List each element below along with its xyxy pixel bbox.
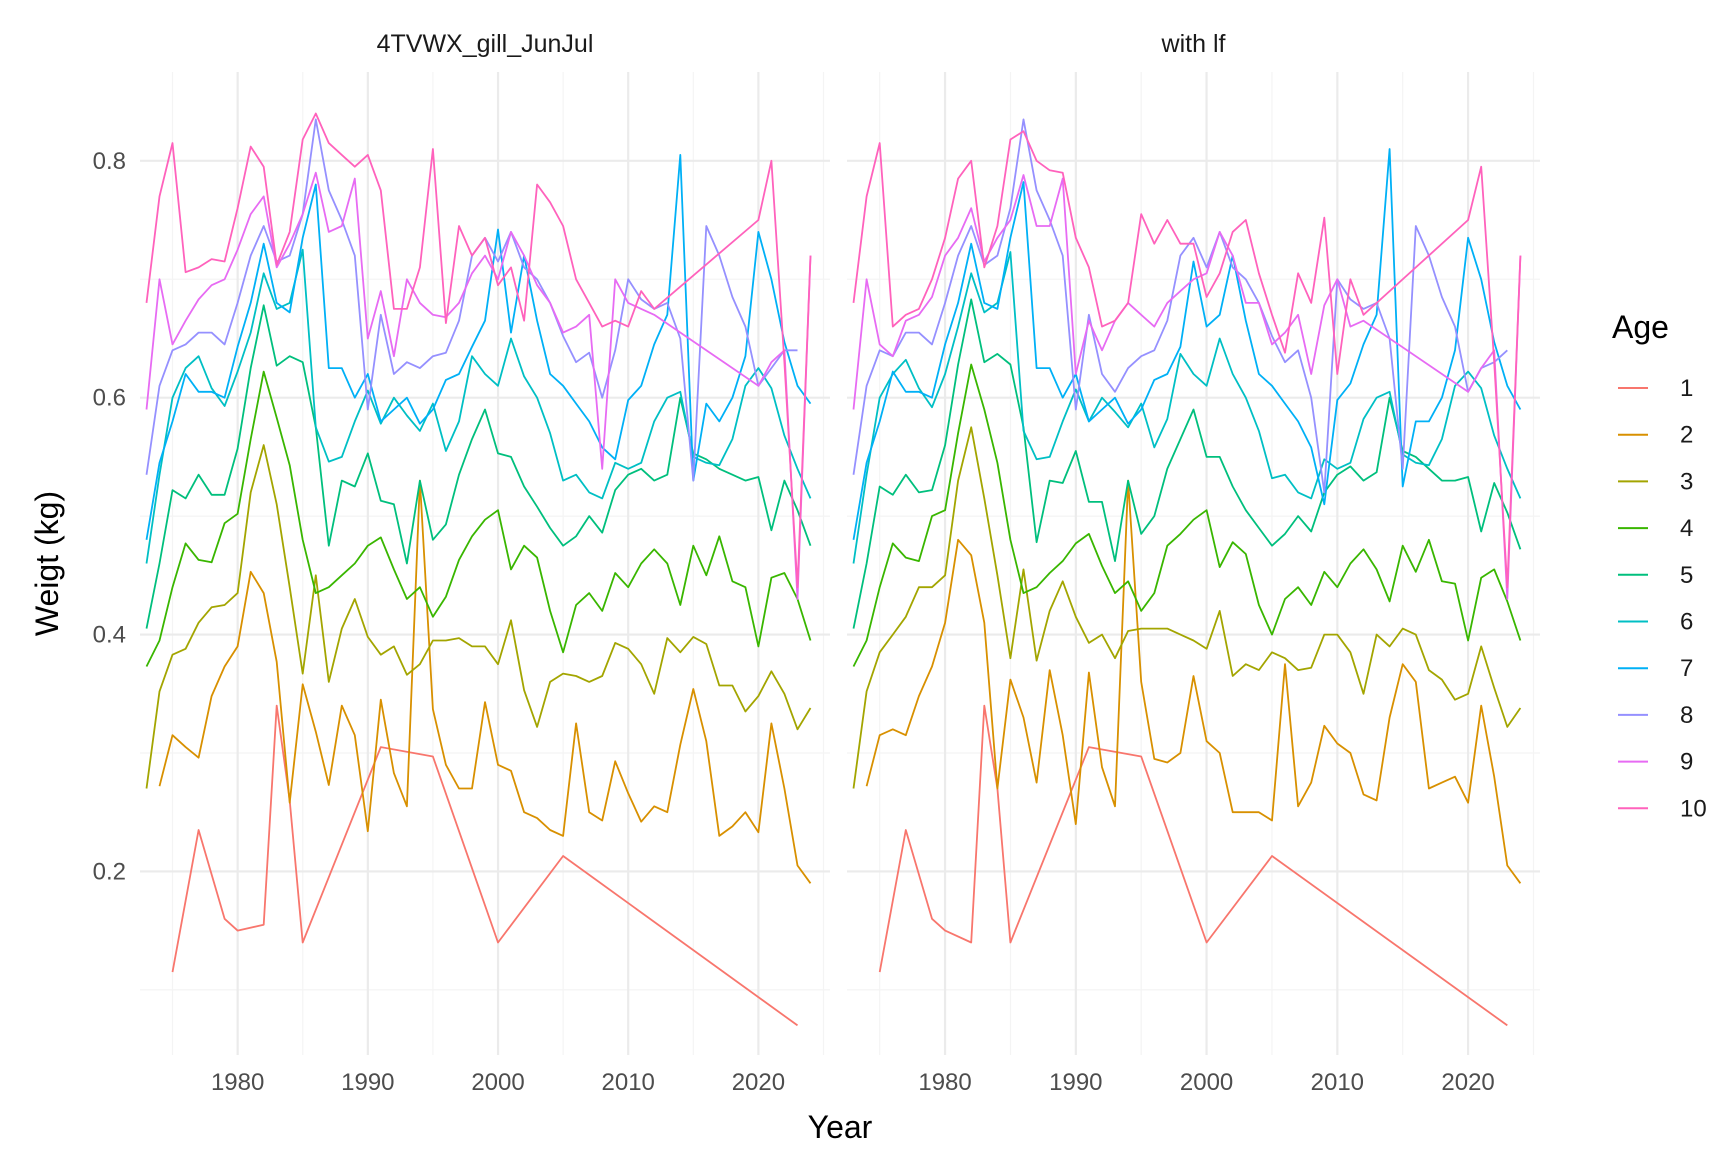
series-line-age-5 bbox=[145, 304, 812, 629]
x-tick-label: 1980 bbox=[918, 1069, 971, 1096]
series-line-age-10 bbox=[852, 130, 1522, 589]
legend-label-age-10: 10 bbox=[1680, 795, 1707, 822]
y-tick-label: 0.4 bbox=[93, 622, 126, 649]
series-line-age-6 bbox=[852, 251, 1522, 564]
legend-label-age-6: 6 bbox=[1680, 609, 1693, 636]
legend-label-age-7: 7 bbox=[1680, 655, 1693, 682]
x-tick-label: 2020 bbox=[1441, 1069, 1494, 1096]
x-tick-label: 2010 bbox=[602, 1069, 655, 1096]
series-line-age-4 bbox=[852, 363, 1522, 667]
y-axis-title: Weigt (kg) bbox=[29, 491, 65, 636]
x-tick-label: 1980 bbox=[211, 1069, 264, 1096]
legend-label-age-8: 8 bbox=[1680, 702, 1693, 729]
series-line-age-9 bbox=[852, 174, 1522, 600]
legend-title: Age bbox=[1612, 309, 1669, 345]
y-tick-label: 0.2 bbox=[93, 858, 126, 885]
x-tick-label: 2000 bbox=[471, 1069, 524, 1096]
legend-label-age-3: 3 bbox=[1680, 468, 1693, 495]
series-line-age-2 bbox=[158, 479, 812, 884]
x-tick-label: 1990 bbox=[1049, 1069, 1102, 1096]
series-line-age-3 bbox=[145, 444, 812, 789]
x-axis-title: Year bbox=[808, 1109, 873, 1145]
series-line-age-7 bbox=[852, 148, 1522, 540]
panel-2: with lf 1980 1990 2000 2010 2020 bbox=[847, 30, 1540, 1096]
x-tick-label: 1990 bbox=[341, 1069, 394, 1096]
y-tick-label: 0.8 bbox=[93, 148, 126, 175]
panel-1: 4TVWX_gill_JunJul 1980 1990 2000 2010 2020 0.2… bbox=[93, 30, 830, 1096]
series-line-age-4 bbox=[145, 370, 812, 667]
series-line-age-8 bbox=[852, 118, 1508, 494]
legend-label-age-5: 5 bbox=[1680, 562, 1693, 589]
x-tick-label: 2010 bbox=[1311, 1069, 1364, 1096]
legend: Age 1 2 3 4 5 6 7 8 9 10 bbox=[1612, 309, 1707, 822]
series-line-age-3 bbox=[852, 426, 1522, 789]
series-line-age-7 bbox=[145, 153, 812, 540]
panel-title: with lf bbox=[1161, 30, 1226, 58]
series-line-age-10 bbox=[145, 112, 812, 589]
series-line-age-6 bbox=[145, 248, 812, 564]
legend-label-age-1: 1 bbox=[1680, 375, 1693, 402]
x-tick-label: 2020 bbox=[732, 1069, 785, 1096]
legend-label-age-4: 4 bbox=[1680, 515, 1693, 542]
x-tick-label: 2000 bbox=[1180, 1069, 1233, 1096]
panel-title: 4TVWX_gill_JunJul bbox=[377, 30, 594, 58]
series-line-age-2 bbox=[865, 479, 1522, 884]
y-tick-label: 0.6 bbox=[93, 385, 126, 412]
legend-label-age-2: 2 bbox=[1680, 422, 1693, 449]
series-line-age-9 bbox=[145, 171, 812, 600]
legend-label-age-9: 9 bbox=[1680, 749, 1693, 776]
